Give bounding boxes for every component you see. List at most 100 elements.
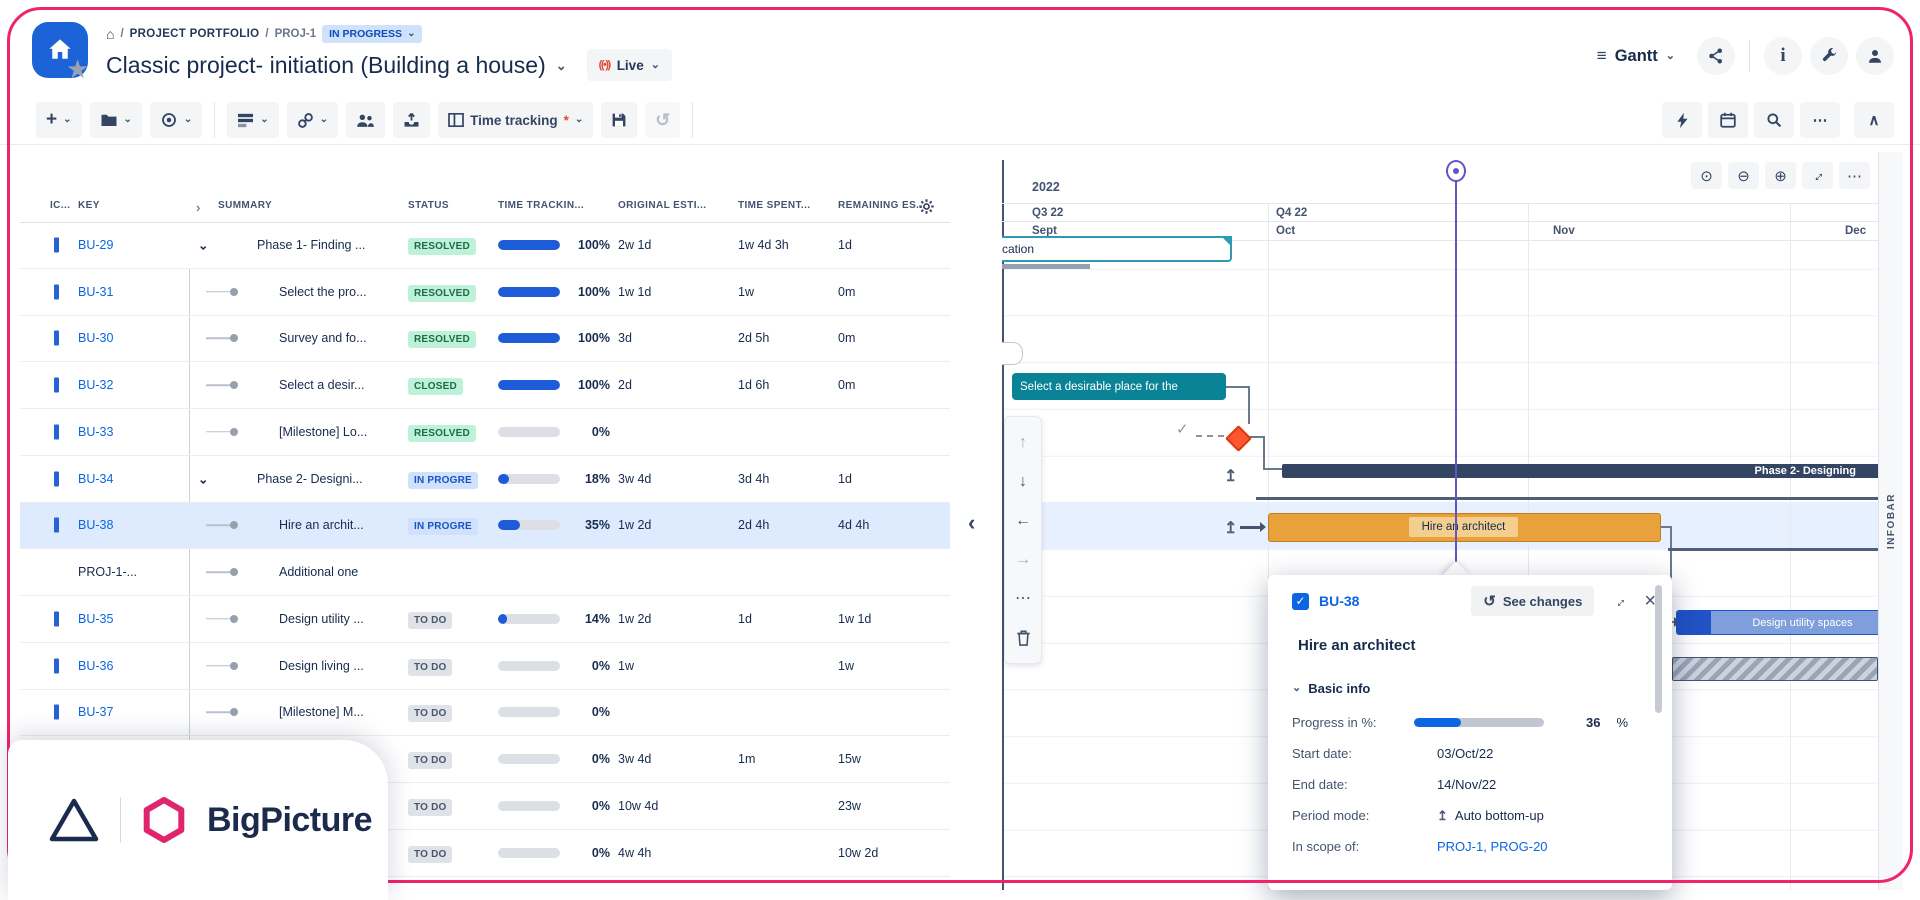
gantt-bar-design-utility[interactable]: Design utility spaces xyxy=(1676,610,1878,635)
status-badge[interactable]: RESOLVED xyxy=(408,237,476,255)
add-task-button[interactable]: + ⌄ xyxy=(36,102,82,138)
task-key[interactable]: BU-31 xyxy=(78,284,114,299)
task-checkbox[interactable]: ✓ xyxy=(1292,592,1309,610)
table-row[interactable]: TO DO 0% 3w 4d 1m 15w xyxy=(20,736,950,783)
task-key[interactable]: BU-38 xyxy=(78,518,114,533)
row-grouping-button[interactable]: ⌄ xyxy=(227,102,279,138)
status-badge[interactable]: RESOLVED xyxy=(408,284,476,302)
indent-button[interactable]: → xyxy=(1015,550,1031,568)
scope-view-button[interactable]: ⌄ xyxy=(149,102,203,138)
status-badge[interactable]: TO DO xyxy=(408,705,453,723)
table-row[interactable]: BU-30 Survey and fo... RESOLVED 100% 3d 2d 5h… xyxy=(20,316,950,363)
undo-button[interactable]: ↺ xyxy=(645,102,681,138)
table-row[interactable]: BU-33 [Milestone] Lo... RESOLVED 0% xyxy=(20,409,950,456)
column-header-time-tracking[interactable]: TIME TRACKIN... xyxy=(498,200,584,211)
status-badge[interactable]: IN PROGRE xyxy=(408,518,478,536)
collapse-twisty-icon[interactable]: ⌄ xyxy=(198,472,209,487)
status-badge[interactable]: TO DO xyxy=(408,845,453,863)
column-header-icon[interactable]: IC... xyxy=(50,200,71,211)
view-selector[interactable]: ≡ Gantt ⌄ xyxy=(1597,46,1675,66)
gantt-bar-hire-architect[interactable]: Hire an architect xyxy=(1268,513,1661,542)
see-changes-button[interactable]: ↺ See changes xyxy=(1471,586,1595,616)
zoom-out-button[interactable]: ⊖ xyxy=(1728,162,1759,189)
delete-row-button[interactable] xyxy=(1016,630,1031,646)
zoom-in-button[interactable]: ⊕ xyxy=(1765,162,1796,189)
status-badge[interactable]: RESOLVED xyxy=(408,424,476,442)
status-badge[interactable]: IN PROGRE xyxy=(408,471,478,489)
page-title[interactable]: Classic project- initiation (Building a … xyxy=(106,51,546,78)
status-badge[interactable]: CLOSED xyxy=(408,378,463,396)
box-switch-button[interactable]: ⌄ xyxy=(89,102,142,138)
popup-progress-bar[interactable] xyxy=(1414,718,1544,727)
status-badge[interactable]: TO DO xyxy=(408,611,453,629)
row-more-button[interactable]: ⋯ xyxy=(1015,589,1031,607)
table-row[interactable]: TO DO 0% 4w 4h 10w 2d xyxy=(20,830,950,877)
user-button[interactable] xyxy=(1856,37,1894,75)
column-header-time-spent[interactable]: TIME SPENT... xyxy=(738,200,811,211)
info-button[interactable]: i xyxy=(1764,37,1802,75)
share-button[interactable] xyxy=(1697,37,1735,75)
column-header-summary[interactable]: SUMMARY xyxy=(218,200,273,211)
task-key[interactable]: BU-34 xyxy=(78,471,114,486)
settings-button[interactable] xyxy=(1810,37,1848,75)
task-key[interactable]: BU-35 xyxy=(78,611,114,626)
table-row[interactable]: BU-32 Select a desir... CLOSED 100% 2d 1d 6h 0… xyxy=(20,362,950,409)
move-down-button[interactable]: ↓ xyxy=(1019,472,1027,490)
task-key[interactable]: BU-30 xyxy=(78,331,114,346)
search-button[interactable] xyxy=(1754,102,1794,138)
fullscreen-button[interactable]: ↔ xyxy=(1802,162,1833,189)
field-value[interactable]: PROJ-1, PROG-20 xyxy=(1437,839,1548,854)
scroll-to-today-button[interactable]: ⊙ xyxy=(1691,162,1722,189)
basic-info-section-toggle[interactable]: ⌄ Basic info xyxy=(1292,681,1370,696)
task-key[interactable]: BU-37 xyxy=(78,705,114,720)
expand-popup-icon[interactable]: ↔ xyxy=(1608,590,1630,612)
collapse-twisty-icon[interactable]: ⌄ xyxy=(198,238,209,253)
task-key[interactable]: BU-36 xyxy=(78,658,114,673)
status-badge[interactable]: TO DO xyxy=(408,658,453,676)
more-options-button[interactable]: ⋯ xyxy=(1800,102,1840,138)
close-icon[interactable]: × xyxy=(1644,590,1656,612)
export-button[interactable] xyxy=(393,102,431,138)
dependencies-button[interactable]: ⌄ xyxy=(286,102,339,138)
table-row[interactable]: BU-37 [Milestone] M... TO DO 0% xyxy=(20,690,950,737)
table-row[interactable]: TO DO 0% 10w 4d 23w xyxy=(20,783,950,830)
infobar-tab[interactable]: INFOBAR xyxy=(1878,152,1903,890)
table-row[interactable]: BU-35 Design utility ... TO DO 14% 1w 2d 1d 1w… xyxy=(20,596,950,643)
quick-actions-button[interactable] xyxy=(1662,102,1702,138)
table-row[interactable]: BU-29 ⌄ Phase 1- Finding ... RESOLVED 100% 2w… xyxy=(20,222,950,269)
status-dropdown[interactable]: IN PROGRESS ⌄ xyxy=(322,25,423,43)
table-row[interactable]: PROJ-1-... Additional one xyxy=(20,549,950,596)
column-header-remaining-estimate[interactable]: REMAINING ES... xyxy=(838,200,926,211)
task-key[interactable]: BU-33 xyxy=(78,424,114,439)
chevron-down-icon[interactable]: ⌄ xyxy=(555,57,567,73)
gantt-bar-design-living[interactable] xyxy=(1672,657,1878,681)
popup-task-key[interactable]: BU-38 xyxy=(1319,593,1360,609)
live-toggle[interactable]: ((•)) Live ⌄ xyxy=(586,49,672,81)
column-header-status[interactable]: STATUS xyxy=(408,200,449,211)
column-header-key[interactable]: KEY xyxy=(78,200,100,211)
task-key[interactable]: BU-32 xyxy=(78,378,114,393)
move-up-button[interactable]: ↑ xyxy=(1019,433,1027,451)
expand-all-icon[interactable]: › xyxy=(196,200,201,215)
status-badge[interactable]: TO DO xyxy=(408,798,453,816)
today-marker[interactable] xyxy=(1446,160,1466,182)
collapse-toolbar-button[interactable]: ∧ xyxy=(1854,102,1894,138)
gantt-bar-phase2[interactable]: Phase 2- Designing xyxy=(1282,464,1878,478)
table-row[interactable]: BU-38 Hire an archit... IN PROGRE 35% 1w 2d 2… xyxy=(20,502,950,550)
resources-button[interactable] xyxy=(346,102,386,138)
breadcrumb-portfolio[interactable]: PROJECT PORTFOLIO xyxy=(129,28,260,40)
table-row[interactable]: BU-31 Select the pro... RESOLVED 100% 1w 1d 1… xyxy=(20,269,950,316)
popup-scrollbar[interactable] xyxy=(1655,585,1662,713)
calendar-button[interactable] xyxy=(1708,102,1748,138)
gantt-bar-fragment[interactable] xyxy=(1002,342,1023,365)
outdent-button[interactable]: ← xyxy=(1015,511,1031,529)
home-icon[interactable]: ⌂ xyxy=(106,26,115,42)
column-settings-button[interactable] xyxy=(918,198,935,215)
save-button[interactable] xyxy=(601,102,638,138)
column-header-original-estimate[interactable]: ORIGINAL ESTI... xyxy=(618,200,707,211)
table-row[interactable]: BU-36 Design living ... TO DO 0% 1w 1w xyxy=(20,643,950,690)
app-logo[interactable] xyxy=(32,22,88,78)
gantt-bar-phase1[interactable]: cation xyxy=(1002,236,1232,262)
breadcrumb-project[interactable]: PROJ-1 xyxy=(274,28,317,40)
status-badge[interactable]: RESOLVED xyxy=(408,331,476,349)
